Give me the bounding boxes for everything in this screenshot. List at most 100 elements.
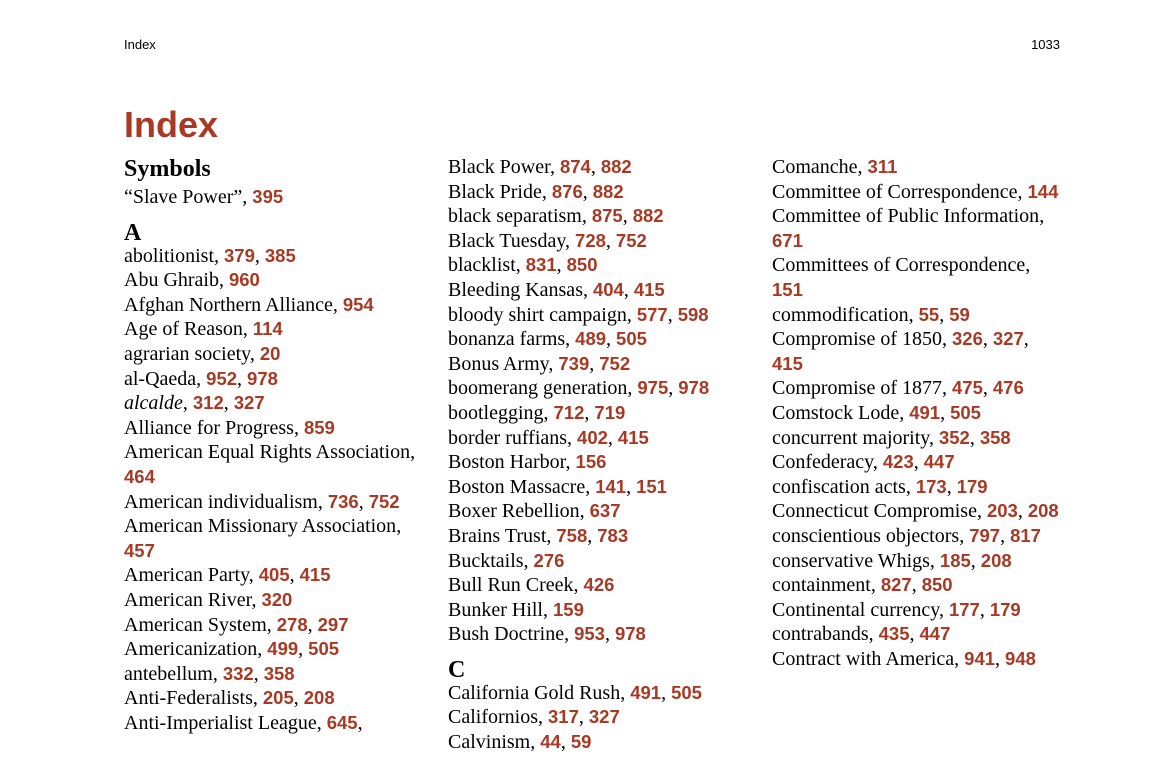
page-reference-link[interactable]: 320 — [261, 588, 293, 610]
page-reference-link[interactable]: 177 — [948, 598, 980, 620]
page-reference-link[interactable]: 402 — [577, 426, 608, 448]
page-reference-link[interactable]: 831 — [525, 254, 557, 276]
page-reference-link[interactable]: 185 — [939, 549, 971, 571]
page-reference-link[interactable]: 464 — [124, 465, 155, 487]
page-reference-link[interactable]: 327 — [588, 706, 620, 728]
page-reference-link[interactable]: 327 — [992, 328, 1024, 350]
page-reference-link[interactable]: 671 — [772, 229, 803, 251]
page-reference-link[interactable]: 395 — [252, 186, 284, 207]
page-reference-link[interactable]: 752 — [599, 352, 631, 374]
page-reference-link[interactable]: 144 — [1027, 180, 1059, 202]
page-reference-link[interactable]: 404 — [592, 278, 624, 300]
page-reference-link[interactable]: 882 — [600, 156, 632, 177]
page-reference-link[interactable]: 876 — [551, 180, 583, 202]
page-reference-link[interactable]: 736 — [327, 490, 359, 512]
page-reference-link[interactable]: 598 — [677, 303, 709, 325]
page-reference-link[interactable]: 505 — [671, 681, 702, 703]
page-reference-link[interactable]: 276 — [533, 549, 565, 571]
page-reference-link[interactable]: 20 — [259, 342, 281, 364]
page-reference-link[interactable]: 948 — [1005, 647, 1036, 669]
page-reference-link[interactable]: 752 — [368, 490, 400, 512]
page-reference-link[interactable]: 817 — [1010, 524, 1041, 546]
page-reference-link[interactable]: 491 — [630, 681, 662, 703]
page-reference-link[interactable]: 953 — [574, 623, 605, 645]
page-reference-link[interactable]: 379 — [224, 244, 255, 266]
page-reference-link[interactable]: 59 — [570, 731, 592, 753]
page-reference-link[interactable]: 358 — [263, 662, 295, 684]
page-reference-link[interactable]: 332 — [222, 662, 254, 684]
page-reference-link[interactable]: 952 — [206, 367, 238, 389]
page-reference-link[interactable]: 637 — [589, 500, 621, 522]
page-reference-link[interactable]: 151 — [772, 278, 803, 300]
page-reference-link[interactable]: 499 — [267, 638, 299, 660]
page-reference-link[interactable]: 415 — [617, 426, 649, 448]
page-reference-link[interactable]: 114 — [252, 318, 283, 340]
page-reference-link[interactable]: 875 — [591, 205, 623, 227]
page-reference-link[interactable]: 435 — [878, 623, 910, 645]
page-reference-link[interactable]: 645 — [326, 711, 358, 733]
page-reference-link[interactable]: 179 — [989, 598, 1021, 620]
page-reference-link[interactable]: 405 — [258, 564, 290, 586]
page-reference-link[interactable]: 312 — [192, 392, 224, 414]
page-reference-link[interactable]: 415 — [633, 278, 665, 300]
page-reference-link[interactable]: 882 — [592, 180, 624, 202]
page-reference-link[interactable]: 297 — [317, 613, 349, 635]
page-reference-link[interactable]: 882 — [632, 205, 664, 227]
page-reference-link[interactable]: 978 — [247, 367, 278, 389]
page-reference-link[interactable]: 505 — [308, 638, 340, 660]
page-reference-link[interactable]: 728 — [575, 229, 606, 251]
page-reference-link[interactable]: 141 — [595, 475, 627, 497]
page-reference-link[interactable]: 758 — [556, 524, 588, 546]
page-reference-link[interactable]: 327 — [233, 392, 265, 414]
page-reference-link[interactable]: 457 — [124, 539, 155, 561]
page-reference-link[interactable]: 719 — [594, 401, 626, 423]
page-reference-link[interactable]: 44 — [540, 731, 561, 753]
page-reference-link[interactable]: 850 — [566, 254, 598, 276]
page-reference-link[interactable]: 159 — [553, 598, 584, 620]
page-reference-link[interactable]: 489 — [575, 328, 607, 350]
page-reference-link[interactable]: 358 — [979, 426, 1011, 448]
page-reference-link[interactable]: 203 — [986, 500, 1018, 522]
page-reference-link[interactable]: 850 — [921, 574, 953, 596]
page-reference-link[interactable]: 712 — [553, 401, 585, 423]
page-reference-link[interactable]: 975 — [637, 377, 669, 399]
page-reference-link[interactable]: 960 — [228, 269, 260, 291]
page-reference-link[interactable]: 739 — [558, 352, 590, 374]
page-reference-link[interactable]: 317 — [548, 706, 579, 728]
page-reference-link[interactable]: 505 — [616, 328, 647, 350]
page-reference-link[interactable]: 208 — [980, 549, 1012, 571]
page-reference-link[interactable]: 491 — [909, 401, 941, 423]
page-reference-link[interactable]: 447 — [919, 623, 951, 645]
page-reference-link[interactable]: 415 — [772, 352, 803, 374]
page-reference-link[interactable]: 978 — [614, 623, 646, 645]
page-reference-link[interactable]: 476 — [992, 377, 1024, 399]
page-reference-link[interactable]: 783 — [597, 524, 629, 546]
page-reference-link[interactable]: 978 — [678, 377, 710, 399]
page-reference-link[interactable]: 55 — [918, 303, 940, 325]
page-reference-link[interactable]: 59 — [949, 303, 970, 325]
page-reference-link[interactable]: 311 — [867, 156, 898, 177]
page-reference-link[interactable]: 475 — [952, 377, 983, 399]
page-reference-link[interactable]: 278 — [276, 613, 308, 635]
page-reference-link[interactable]: 426 — [583, 574, 615, 596]
page-reference-link[interactable]: 941 — [964, 647, 996, 669]
page-reference-link[interactable]: 208 — [1027, 500, 1059, 522]
page-reference-link[interactable]: 326 — [952, 328, 983, 350]
page-reference-link[interactable]: 505 — [950, 401, 981, 423]
page-reference-link[interactable]: 577 — [636, 303, 668, 325]
page-reference-link[interactable]: 954 — [342, 293, 374, 315]
page-reference-link[interactable]: 752 — [615, 229, 647, 251]
page-reference-link[interactable]: 385 — [264, 244, 296, 266]
page-reference-link[interactable]: 827 — [880, 574, 912, 596]
page-reference-link[interactable]: 208 — [303, 687, 335, 709]
page-reference-link[interactable]: 205 — [262, 687, 294, 709]
page-reference-link[interactable]: 859 — [303, 416, 335, 438]
page-reference-link[interactable]: 179 — [956, 475, 988, 497]
page-reference-link[interactable]: 797 — [969, 524, 1001, 546]
page-reference-link[interactable]: 423 — [882, 451, 914, 473]
page-reference-link[interactable]: 874 — [559, 156, 591, 177]
page-reference-link[interactable]: 156 — [575, 451, 607, 473]
page-reference-link[interactable]: 352 — [938, 426, 970, 448]
page-reference-link[interactable]: 447 — [923, 451, 955, 473]
page-reference-link[interactable]: 173 — [915, 475, 947, 497]
